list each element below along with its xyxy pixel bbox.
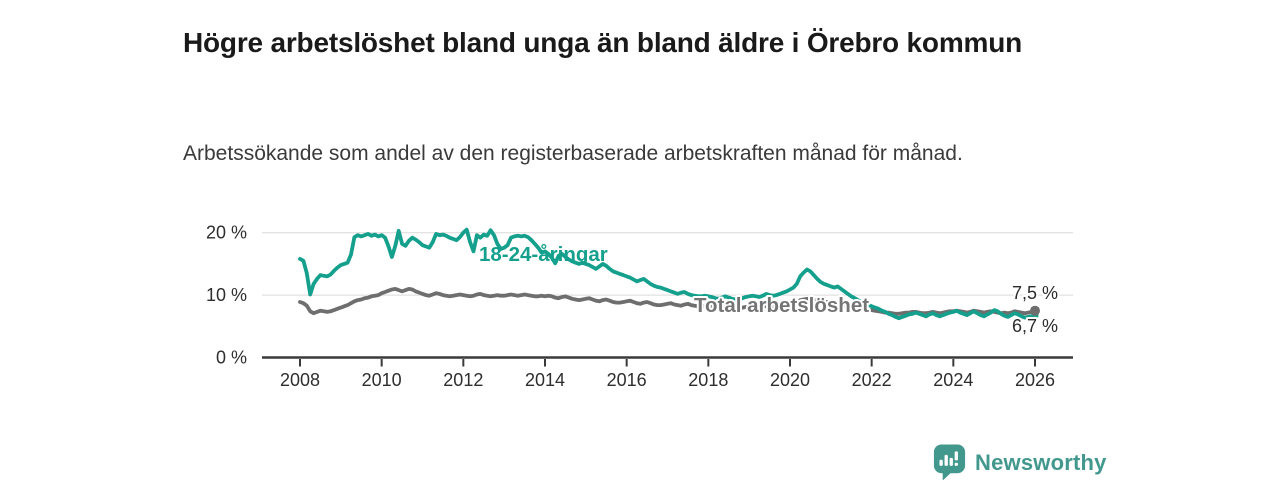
x-axis-label: 2022 [852, 370, 892, 390]
chart-annotation: 6,7 % [1012, 316, 1058, 336]
chart-annotation: 7,5 % [1012, 283, 1058, 303]
x-axis-label: 2026 [1015, 370, 1055, 390]
y-axis-label: 20 % [206, 223, 247, 243]
x-axis-label: 2020 [770, 370, 810, 390]
y-axis-label: 0 % [216, 348, 247, 368]
newsworthy-logo-icon [933, 444, 966, 480]
x-axis-label: 2016 [607, 370, 647, 390]
series-line-18-24-åringar [298, 227, 1037, 321]
x-axis-label: 2014 [525, 370, 565, 390]
chart-annotation: Total arbetslöshet [694, 294, 869, 317]
newsworthy-logo-text: Newsworthy [975, 449, 1107, 475]
page-title: Högre arbetslöshet bland unga än bland ä… [183, 26, 1023, 58]
x-axis-label: 2024 [933, 370, 973, 390]
x-axis-label: 2008 [280, 370, 320, 390]
series-line-Total arbetslöshet [298, 286, 1037, 316]
chart-subtitle: Arbetssökande som andel av den registerb… [183, 142, 963, 165]
y-axis-label: 10 % [206, 285, 247, 305]
newsworthy-logo[interactable]: Newsworthy [933, 444, 1107, 480]
chart-annotation: 18-24-åringar [479, 243, 608, 266]
x-axis-label: 2012 [443, 370, 483, 390]
series-end-dot [1030, 305, 1040, 316]
x-axis-label: 2010 [362, 370, 402, 390]
x-axis-label: 2018 [688, 370, 728, 390]
